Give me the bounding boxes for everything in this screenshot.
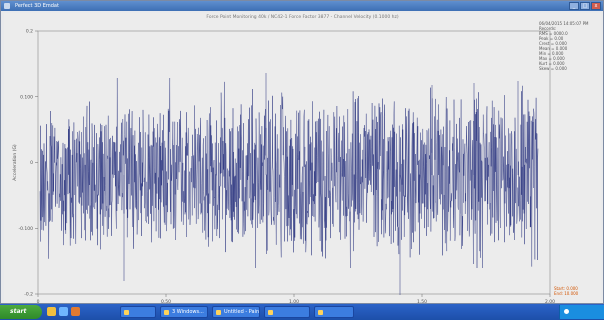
stats-line: Min = 0.000: [539, 51, 564, 56]
title-bar[interactable]: Perfect 3D Emdat _ □ x: [1, 1, 603, 11]
stats-line: Skew = 0.000: [539, 66, 567, 71]
plot-header: Force Point Monitoring 40k / NC42-1 Forc…: [206, 15, 399, 20]
stats-timestamp: 06/04/2015 14:05:07 PM: [539, 21, 589, 26]
waveform-chart[interactable]: 0.20.1000-0.100-0.200.501.001.502.00Time…: [4, 13, 601, 304]
stats-line: Kurt = 0.000: [539, 61, 565, 66]
series-line: [39, 77, 539, 269]
taskbar-button[interactable]: 3 Windows...: [160, 306, 208, 318]
minimize-button[interactable]: _: [569, 2, 579, 10]
x-tick-label: 1.00: [289, 299, 299, 303]
stats-line: Peak = 0.00: [539, 36, 564, 41]
y-tick-label: 0.100: [20, 94, 33, 100]
y-tick-label: -0.100: [18, 226, 33, 232]
stats-line: RMS = 0000.0: [539, 31, 568, 36]
cursor-start: Start: 0.000: [554, 286, 578, 291]
stats-line: Records:: [539, 26, 557, 31]
taskbar-button[interactable]: [314, 306, 354, 318]
x-tick-label: 2.00: [545, 299, 555, 303]
plot-panel: Force Point Monitoring 40k / NC42-1 Forc…: [4, 13, 601, 303]
y-axis-label: Acceleration (G): [12, 144, 18, 181]
taskbar: start 3 Windows... Untitled - Paint: [0, 304, 604, 320]
close-button[interactable]: x: [591, 2, 601, 10]
stats-box: 06/04/2015 14:05:07 PM Records: RMS = 00…: [539, 21, 588, 71]
y-tick-label: 0: [30, 160, 33, 166]
media-icon[interactable]: [71, 307, 80, 316]
stats-line: Max = 0.000: [539, 56, 565, 61]
cursor-end: End: 10.000: [554, 291, 579, 296]
taskbar-button[interactable]: [264, 306, 310, 318]
y-tick-label: 0.2: [26, 29, 33, 35]
x-tick-label: 1.50: [417, 299, 427, 303]
window-title: Perfect 3D Emdat: [15, 3, 59, 9]
x-tick-label: 0.50: [161, 299, 171, 303]
start-button[interactable]: start: [0, 305, 42, 319]
taskbar-button[interactable]: [120, 306, 156, 318]
speaker-icon[interactable]: [564, 309, 569, 314]
x-tick-label: 0: [37, 299, 40, 303]
folder-icon[interactable]: [47, 307, 56, 316]
app-icon[interactable]: [4, 3, 10, 9]
system-tray: [559, 305, 604, 319]
app-window: Perfect 3D Emdat _ □ x Force Point Monit…: [0, 0, 604, 304]
window-controls: _ □ x: [569, 2, 601, 10]
browser-icon[interactable]: [59, 307, 68, 316]
y-tick-label: -0.2: [24, 292, 33, 298]
maximize-button[interactable]: □: [580, 2, 590, 10]
stats-line: Mean = 0.000: [539, 46, 568, 51]
taskbar-button[interactable]: Untitled - Paint: [212, 306, 260, 318]
cursor-readout: Start: 0.000 End: 10.000: [554, 286, 578, 296]
stats-line: Crest = 0.000: [539, 41, 567, 46]
